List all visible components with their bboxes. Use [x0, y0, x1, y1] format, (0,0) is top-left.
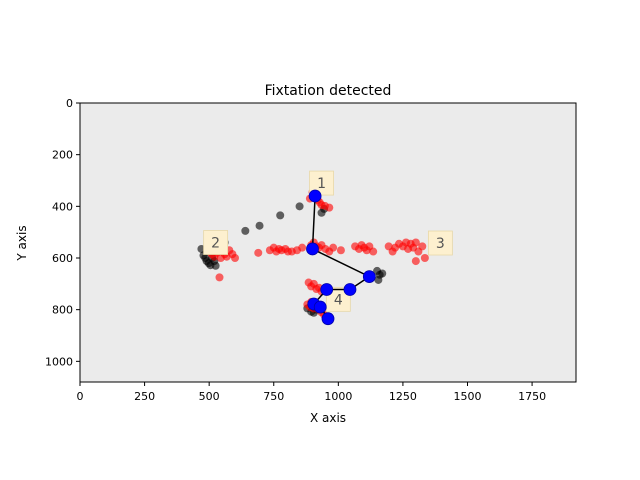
axes-frame [79, 102, 577, 383]
fixation-annotation: 3 [427, 230, 453, 256]
fixation-sample-point [420, 254, 429, 262]
x-tick-label: 750 [263, 390, 284, 403]
x-tick-label: 250 [134, 390, 155, 403]
annotation-label: 3 [436, 236, 445, 252]
annotations: 1 2 3 4 [203, 170, 453, 312]
plot-area: 1 2 3 4 [79, 102, 577, 383]
x-axis-label: X axis [310, 411, 346, 425]
raw-gaze-point [374, 275, 383, 284]
y-tick-label: 800 [52, 304, 73, 317]
y-axis-ticks: 0 200 400 600 800 1000 [45, 97, 80, 368]
raw-gaze-point [211, 261, 220, 270]
fixation-annotation: 2 [203, 230, 229, 255]
fixation-point [362, 270, 376, 284]
raw-gaze-point [255, 221, 264, 230]
x-tick-label: 1250 [389, 390, 417, 403]
fixation-point [320, 283, 334, 296]
raw-gaze-point [378, 269, 387, 278]
fixation-sample-point [411, 257, 420, 266]
fixation-point [306, 242, 319, 256]
annotation-box [427, 230, 453, 256]
fixations-series [306, 189, 376, 326]
fixation-sample-point [336, 246, 345, 255]
raw-gaze-point [295, 202, 304, 211]
y-tick-label: 400 [52, 200, 73, 213]
y-tick-label: 0 [66, 97, 73, 110]
annotation-label: 1 [317, 176, 326, 192]
y-tick-label: 200 [52, 149, 73, 162]
annotation-label: 4 [334, 292, 343, 308]
fixation-sample-point [254, 248, 263, 257]
fixation-point [308, 189, 322, 203]
x-tick-label: 1750 [518, 390, 546, 403]
y-axis-label: Y axis [15, 225, 29, 261]
x-tick-label: 500 [199, 390, 220, 403]
fixation-point [313, 300, 327, 314]
axes-background [80, 103, 576, 382]
annotation-label: 2 [211, 236, 220, 252]
fixation-sample-point [325, 203, 334, 212]
fixation-sample-point [411, 238, 420, 247]
fixation-sample-point [231, 254, 239, 262]
y-tick-label: 600 [52, 252, 73, 265]
fixation-sample-point [215, 273, 224, 282]
fixation-sample-point [298, 243, 307, 252]
raw-gaze-point [276, 211, 285, 220]
fixation-sample-point [329, 243, 338, 252]
annotation-box [203, 230, 229, 255]
fixation-point [321, 312, 335, 326]
x-axis-ticks: 0 250 500 750 1000 1250 1500 1750 [77, 382, 546, 403]
fixation-sample-point [369, 247, 378, 256]
chart-title: Fixtation detected [265, 83, 392, 99]
raw-gaze-point [241, 226, 250, 235]
x-tick-label: 0 [77, 390, 84, 403]
y-tick-label: 1000 [45, 355, 73, 368]
x-tick-label: 1500 [454, 390, 482, 403]
fixation-point [343, 283, 357, 296]
x-tick-label: 1000 [324, 390, 352, 403]
fixation-sample-point [418, 242, 427, 251]
